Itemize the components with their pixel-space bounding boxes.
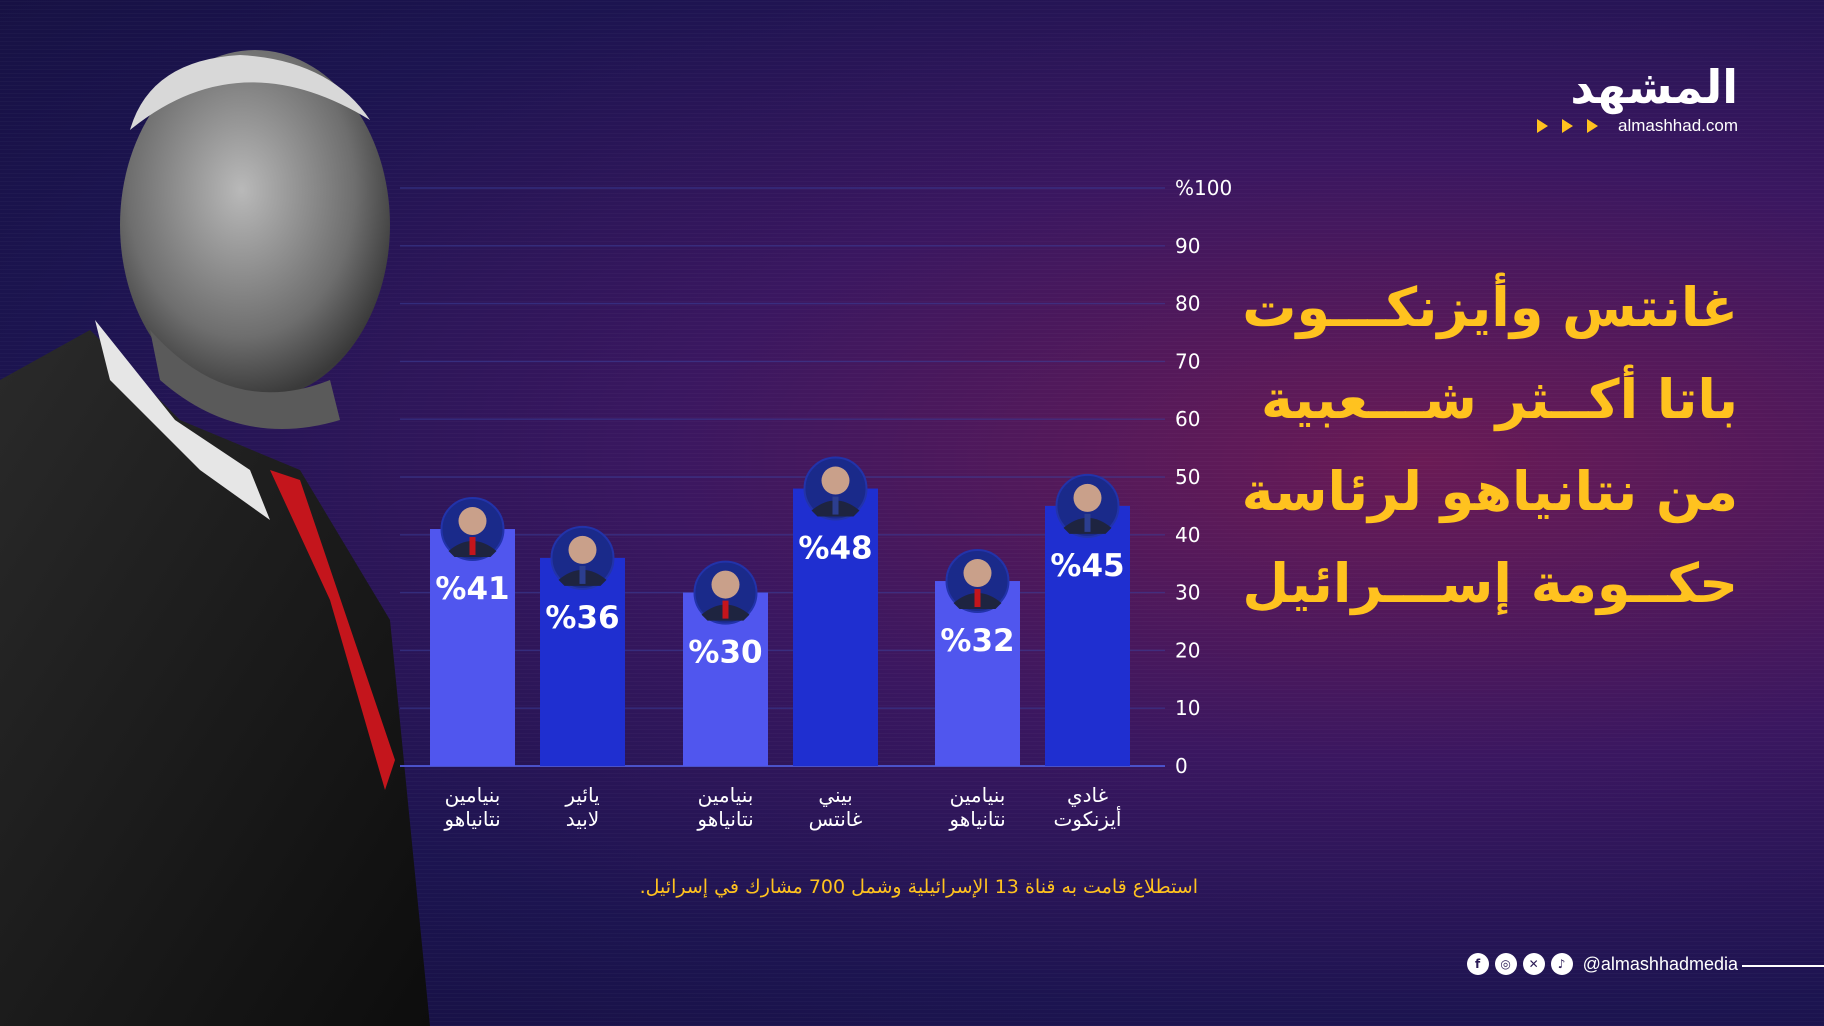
- y-tick-label: 20: [1175, 638, 1200, 662]
- logo-subline: almashhad.com: [1536, 116, 1738, 136]
- brand-logo: المشهد almashhad.com: [1536, 60, 1738, 136]
- y-tick-label: 0: [1175, 754, 1188, 778]
- avatar-face: [1073, 483, 1102, 512]
- y-tick-label: 80: [1175, 292, 1200, 316]
- avatar-tie: [832, 496, 839, 515]
- tiktok-icon[interactable]: ♪: [1550, 953, 1573, 975]
- bar: [1045, 505, 1130, 766]
- y-tick-label: 10: [1175, 696, 1200, 720]
- social-bar: f ◎ ✕ ♪ @almashhadmedia: [1466, 953, 1738, 975]
- eisenkot-avatar: [1055, 473, 1120, 538]
- bar-category-label: بنيامين: [950, 783, 1006, 807]
- y-tick-label: 40: [1175, 523, 1200, 547]
- divider-line: [1742, 965, 1824, 967]
- avatar-tie: [469, 537, 476, 556]
- social-handle[interactable]: @almashhadmedia: [1582, 953, 1738, 974]
- lapid-avatar: [550, 525, 615, 590]
- netanyahu-avatar: [440, 497, 505, 562]
- avatar-face: [821, 466, 850, 495]
- person-photo: [0, 50, 430, 1026]
- avatar-face: [711, 570, 740, 599]
- logo-wordmark: المشهد: [1570, 60, 1738, 114]
- bar-category-label: نتانياهو: [443, 807, 500, 831]
- netanyahu-avatar: [693, 560, 758, 625]
- bar-category-label: لابيد: [566, 807, 600, 831]
- play-arrow-icon: [1561, 119, 1573, 133]
- bar-category-label: يائير: [564, 783, 599, 807]
- play-arrow-icon: [1536, 119, 1548, 133]
- headline: غانتس وأيزنكـــوت باتا أكــثر شـــعبية م…: [1178, 262, 1738, 630]
- bar: [430, 529, 515, 766]
- avatar-tie: [1084, 513, 1091, 532]
- y-tick-label: 50: [1175, 465, 1200, 489]
- poll-bar-chart: 0102030405060708090%100%41بنياميننتانياه…: [400, 176, 1232, 831]
- y-tick-label: 60: [1175, 407, 1200, 431]
- bar: [540, 557, 625, 766]
- bar-category-label: غانتس: [809, 807, 863, 831]
- bar-category-label: أيزنكوت: [1054, 806, 1122, 831]
- bar-category-label: نتانياهو: [696, 807, 753, 831]
- instagram-icon[interactable]: ◎: [1494, 953, 1517, 975]
- bar-value-label: %45: [1050, 548, 1124, 584]
- avatar-tie: [722, 600, 729, 619]
- source-footnote: استطلاع قامت به قناة 13 الإسرائيلية وشمل…: [639, 876, 1198, 898]
- bar-category-label: نتانياهو: [948, 807, 1005, 831]
- bar-category-label: غادي: [1067, 783, 1108, 808]
- headline-line: من نتانياهو لرئاسة: [1241, 460, 1738, 523]
- bar-category-label: بنيامين: [698, 783, 754, 807]
- avatar-tie: [974, 589, 981, 608]
- headline-line: غانتس وأيزنكـــوت: [1242, 276, 1738, 339]
- y-tick-label: %100: [1175, 176, 1232, 200]
- y-tick-label: 90: [1175, 234, 1200, 258]
- gantz-avatar: [803, 456, 868, 521]
- bar-category-label: بنيامين: [445, 783, 501, 807]
- avatar-face: [963, 559, 992, 588]
- play-arrow-icon: [1586, 119, 1598, 133]
- headline-line: حكــومة إســـرائيل: [1242, 552, 1738, 615]
- avatar-face: [458, 507, 487, 536]
- bar-value-label: %30: [688, 635, 762, 671]
- bar-value-label: %32: [940, 623, 1014, 659]
- headline-line: باتا أكــثر شـــعبية: [1261, 368, 1738, 431]
- logo-domain: almashhad.com: [1617, 116, 1738, 135]
- bar-category-label: بيني: [818, 783, 852, 808]
- avatar-face: [568, 535, 597, 564]
- bar: [793, 488, 878, 766]
- avatar-tie: [579, 565, 586, 584]
- x-icon[interactable]: ✕: [1522, 953, 1545, 975]
- y-tick-label: 70: [1175, 349, 1200, 373]
- netanyahu-avatar: [945, 549, 1010, 614]
- bar-value-label: %48: [798, 531, 872, 567]
- bar-value-label: %41: [435, 571, 509, 607]
- y-tick-label: 30: [1175, 581, 1200, 605]
- facebook-icon[interactable]: f: [1466, 953, 1489, 975]
- bar-value-label: %36: [545, 600, 619, 636]
